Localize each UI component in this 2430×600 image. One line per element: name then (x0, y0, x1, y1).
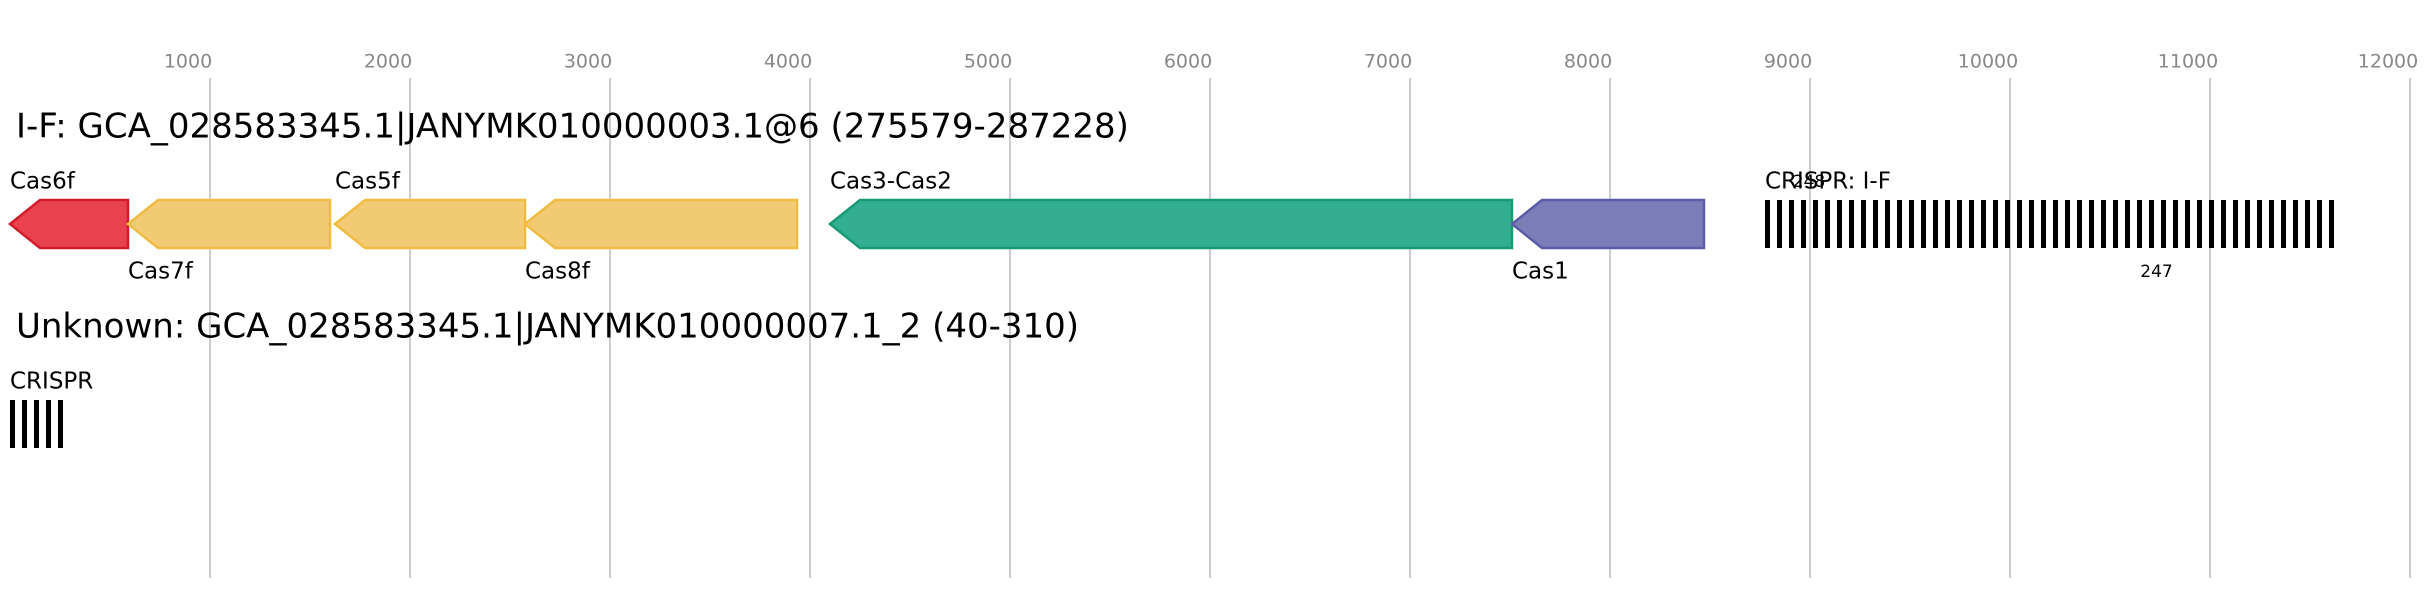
repeat (1909, 200, 1914, 248)
repeat (2233, 200, 2238, 248)
tick-label: 6000 (1164, 51, 1212, 73)
gene-arrow (332, 198, 527, 250)
repeat (2161, 200, 2166, 248)
crispr-array (10, 400, 63, 448)
repeat (2245, 200, 2250, 248)
repeat (1765, 200, 1770, 248)
gene-arrow (522, 198, 799, 250)
repeat (2293, 200, 2298, 248)
repeat (1885, 200, 1890, 248)
repeat (2065, 200, 2070, 248)
repeat (2329, 200, 2334, 248)
repeat (2077, 200, 2082, 248)
repeat (2221, 200, 2226, 248)
gene-label: Cas6f (10, 169, 76, 195)
tick-label: 1000 (164, 51, 212, 73)
repeat (1981, 200, 1986, 248)
repeat (1813, 200, 1818, 248)
crispr-array (1765, 200, 2334, 248)
repeat (2173, 200, 2178, 248)
repeat (1837, 200, 1842, 248)
repeat (2125, 200, 2130, 248)
tick-label: 4000 (764, 51, 812, 73)
repeat (2101, 200, 2106, 248)
repeat (2197, 200, 2202, 248)
tick-label: 12000 (2358, 51, 2418, 73)
tick-label: 9000 (1764, 51, 1812, 73)
repeat (1897, 200, 1902, 248)
gene-label: Cas1 (1512, 259, 1569, 285)
gene-label: Cas5f (335, 169, 401, 195)
tick-label: 5000 (964, 51, 1012, 73)
repeat (2185, 200, 2190, 248)
repeat (1873, 200, 1878, 248)
repeat (2257, 200, 2262, 248)
repeat (2269, 200, 2274, 248)
repeat (1969, 200, 1974, 248)
gene-label: Cas7f (128, 259, 194, 285)
repeat (1777, 200, 1782, 248)
repeat (2029, 200, 2034, 248)
repeat (2281, 200, 2286, 248)
repeat (1945, 200, 1950, 248)
repeat (34, 400, 39, 448)
repeat (1801, 200, 1806, 248)
repeat (1933, 200, 1938, 248)
crispr-label: CRISPR (10, 369, 93, 395)
tick-label: 3000 (564, 51, 612, 73)
repeat (2113, 200, 2118, 248)
repeat (2149, 200, 2154, 248)
repeat (1921, 200, 1926, 248)
repeat (2053, 200, 2058, 248)
track-title: I-F: GCA_028583345.1|JANYMK010000003.1@6… (16, 107, 1129, 147)
repeat (1957, 200, 1962, 248)
crispr-label: CRISPR: I-F (1765, 169, 1891, 195)
repeat (10, 400, 15, 448)
repeat (1861, 200, 1866, 248)
tick-label: 11000 (2158, 51, 2218, 73)
repeat (1789, 200, 1794, 248)
spacer-count: 248 (1793, 172, 1825, 192)
tick-label: 7000 (1364, 51, 1412, 73)
repeat (46, 400, 51, 448)
tick-label: 10000 (1958, 51, 2018, 73)
repeat (2317, 200, 2322, 248)
repeat (2005, 200, 2010, 248)
tick-label: 8000 (1564, 51, 1612, 73)
tick-label: 2000 (364, 51, 412, 73)
track-title: Unknown: GCA_028583345.1|JANYMK010000007… (16, 307, 1079, 347)
repeat (58, 400, 63, 448)
repeat (1993, 200, 1998, 248)
repeat (2089, 200, 2094, 248)
repeat (2137, 200, 2142, 248)
gene-arrow (827, 198, 1514, 250)
repeat (2041, 200, 2046, 248)
gene-label: Cas3-Cas2 (830, 169, 952, 195)
gene-arrow (125, 198, 332, 250)
gene-arrow (1509, 198, 1706, 250)
gene-label: Cas8f (525, 259, 591, 285)
repeat (22, 400, 27, 448)
repeat (1825, 200, 1830, 248)
spacer-count: 247 (2140, 262, 2172, 282)
repeat (2209, 200, 2214, 248)
repeat (1849, 200, 1854, 248)
repeat (2017, 200, 2022, 248)
repeat (2305, 200, 2310, 248)
gene-arrow (7, 198, 130, 250)
